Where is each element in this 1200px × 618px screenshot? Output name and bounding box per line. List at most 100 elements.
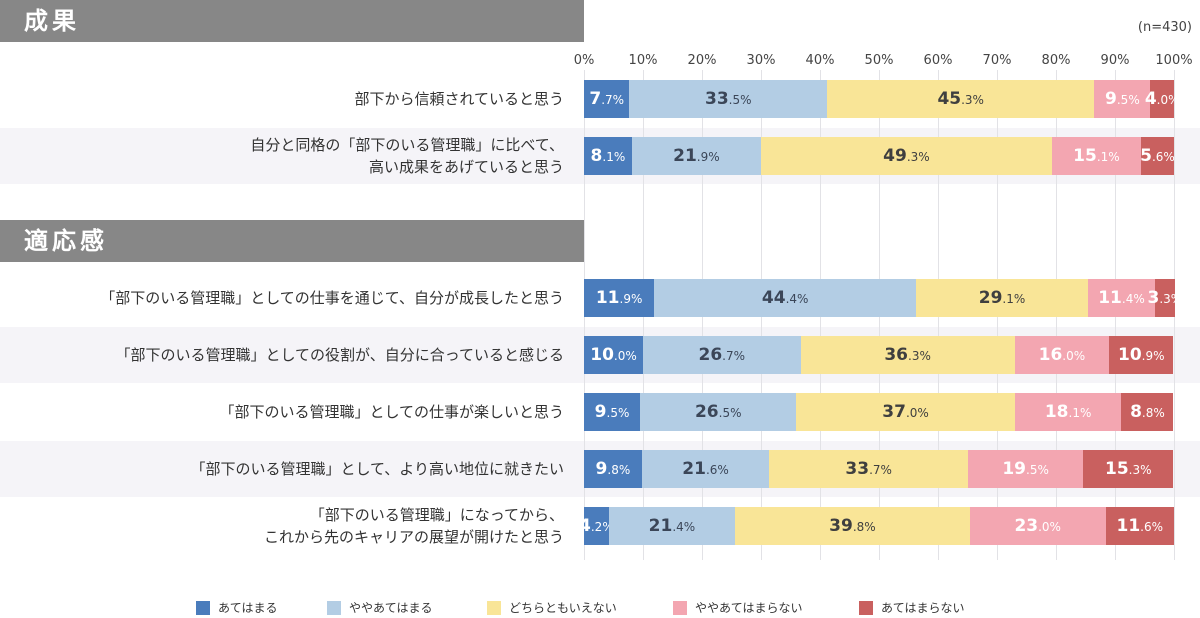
bar-segment <box>608 507 736 545</box>
bar-segment <box>1155 279 1175 317</box>
bar-segment <box>827 80 1095 118</box>
data-label: 4.0% <box>1144 89 1180 109</box>
legend-item: どちらともいえない <box>487 599 617 616</box>
row-label: 「部下のいる管理職」としての仕事を通じて、自分が成長したと思う <box>100 289 564 307</box>
row-label: 部下から信頼されていると思う <box>354 90 564 108</box>
bar-segment <box>1083 450 1174 488</box>
row-label: 自分と同格の「部下のいる管理職」に比べて、 高い成果をあげていると思う <box>250 136 564 176</box>
bar-segment <box>1150 80 1174 118</box>
data-label: 33.5% <box>704 89 752 109</box>
bar-segment <box>761 137 1052 175</box>
bar-segment <box>1014 393 1122 431</box>
data-label: 8.1% <box>590 146 626 166</box>
x-tick-label: 90% <box>1100 53 1130 68</box>
bar-segment <box>584 336 643 374</box>
row-label: 「部下のいる管理職」としての役割が、自分に合っていると感じる <box>115 346 564 364</box>
x-tick-label: 0% <box>573 53 595 68</box>
data-label: 15.3% <box>1105 459 1152 479</box>
bar-segment <box>629 80 828 118</box>
x-tick-label: 20% <box>687 53 717 68</box>
data-label: 33.7% <box>845 459 892 479</box>
data-label: 26.7% <box>698 345 746 365</box>
bar-segment <box>1094 80 1151 118</box>
legend-label: どちらともいえない <box>509 601 617 615</box>
bar-segment <box>916 279 1088 317</box>
legend-swatch <box>859 600 873 615</box>
data-label: 19.5% <box>1002 459 1049 479</box>
data-label: 8.8% <box>1130 402 1165 422</box>
legend-swatch <box>196 600 210 615</box>
legend-swatch <box>673 600 687 615</box>
bar-segment <box>969 507 1106 545</box>
bar-segment <box>584 80 630 118</box>
data-label: 49.3% <box>883 146 930 166</box>
x-tick-label: 50% <box>864 53 894 68</box>
bar-segment <box>1140 137 1174 175</box>
bar-segment <box>1014 336 1110 374</box>
data-label: 5.6% <box>1140 146 1175 166</box>
bar-segment <box>968 450 1084 488</box>
bar-segment <box>643 336 801 374</box>
bar-segment <box>631 137 761 175</box>
x-tick-label: 100% <box>1155 53 1193 68</box>
data-label: 15.1% <box>1073 146 1120 166</box>
bar-segment <box>735 507 970 545</box>
bar-segment <box>1109 336 1174 374</box>
data-label: 45.3% <box>937 89 984 109</box>
data-label: 44.4% <box>761 288 809 308</box>
bar-segment <box>640 393 797 431</box>
row-label: 「部下のいる管理職」になってから、 これから先のキャリアの展望が開けたと思う <box>263 506 564 546</box>
data-label: 39.8% <box>829 516 876 536</box>
legend-label: あてはまらない <box>881 601 965 615</box>
data-label: 9.5% <box>1105 89 1140 109</box>
data-label: 9.8% <box>595 459 631 479</box>
x-tick-label: 10% <box>628 53 658 68</box>
data-label: 11.4% <box>1098 288 1145 308</box>
bar-segment <box>584 137 632 175</box>
bar-segment <box>584 393 641 431</box>
data-label: 21.9% <box>673 146 720 166</box>
bar-segment <box>584 279 655 317</box>
legend-label: ややあてはまる <box>349 601 433 615</box>
section-header-seika: 成果 <box>0 0 584 42</box>
legend-swatch <box>487 600 501 615</box>
bar-segment <box>1087 279 1156 317</box>
row-label: 「部下のいる管理職」としての仕事が楽しいと思う <box>219 403 564 421</box>
data-label: 10.9% <box>1117 345 1165 365</box>
section-header-tekiokan: 適応感 <box>0 220 584 262</box>
legend-swatch <box>327 600 341 615</box>
bar-segment <box>584 450 642 488</box>
legend-label: あてはまる <box>218 601 278 615</box>
bar-segment <box>1105 507 1174 545</box>
bar-segment <box>1051 137 1141 175</box>
data-label: 11.9% <box>595 288 643 308</box>
legend-item: あてはまる <box>196 599 278 616</box>
bar-segment <box>1121 393 1174 431</box>
data-label: 26.5% <box>694 402 742 422</box>
data-label: 36.3% <box>884 345 931 365</box>
data-label: 37.0% <box>882 402 929 422</box>
x-tick-label: 30% <box>746 53 776 68</box>
x-tick-label: 80% <box>1041 53 1071 68</box>
bar-segment <box>769 450 969 488</box>
legend-item: ややあてはまる <box>327 599 433 616</box>
bar-segment <box>800 336 1015 374</box>
data-label: 16.0% <box>1038 345 1086 365</box>
row-label: 「部下のいる管理職」として、より高い地位に就きたい <box>190 460 564 478</box>
bar-segment <box>584 507 609 545</box>
data-label: 4.2% <box>579 516 614 536</box>
x-tick-label: 70% <box>982 53 1012 68</box>
legend-label: ややあてはまらない <box>695 601 803 615</box>
legend-item: あてはまらない <box>859 599 965 616</box>
data-label: 9.5% <box>594 402 630 422</box>
data-label: 11.6% <box>1116 516 1164 536</box>
bar-segment <box>796 393 1015 431</box>
data-label: 7.7% <box>589 89 625 109</box>
data-label: 18.1% <box>1044 402 1092 422</box>
data-label: 29.1% <box>978 288 1026 308</box>
data-label: 21.6% <box>682 459 729 479</box>
data-label: 21.4% <box>648 516 696 536</box>
x-tick-label: 40% <box>805 53 835 68</box>
data-label: 23.0% <box>1014 516 1061 536</box>
data-label: 10.0% <box>590 345 637 365</box>
